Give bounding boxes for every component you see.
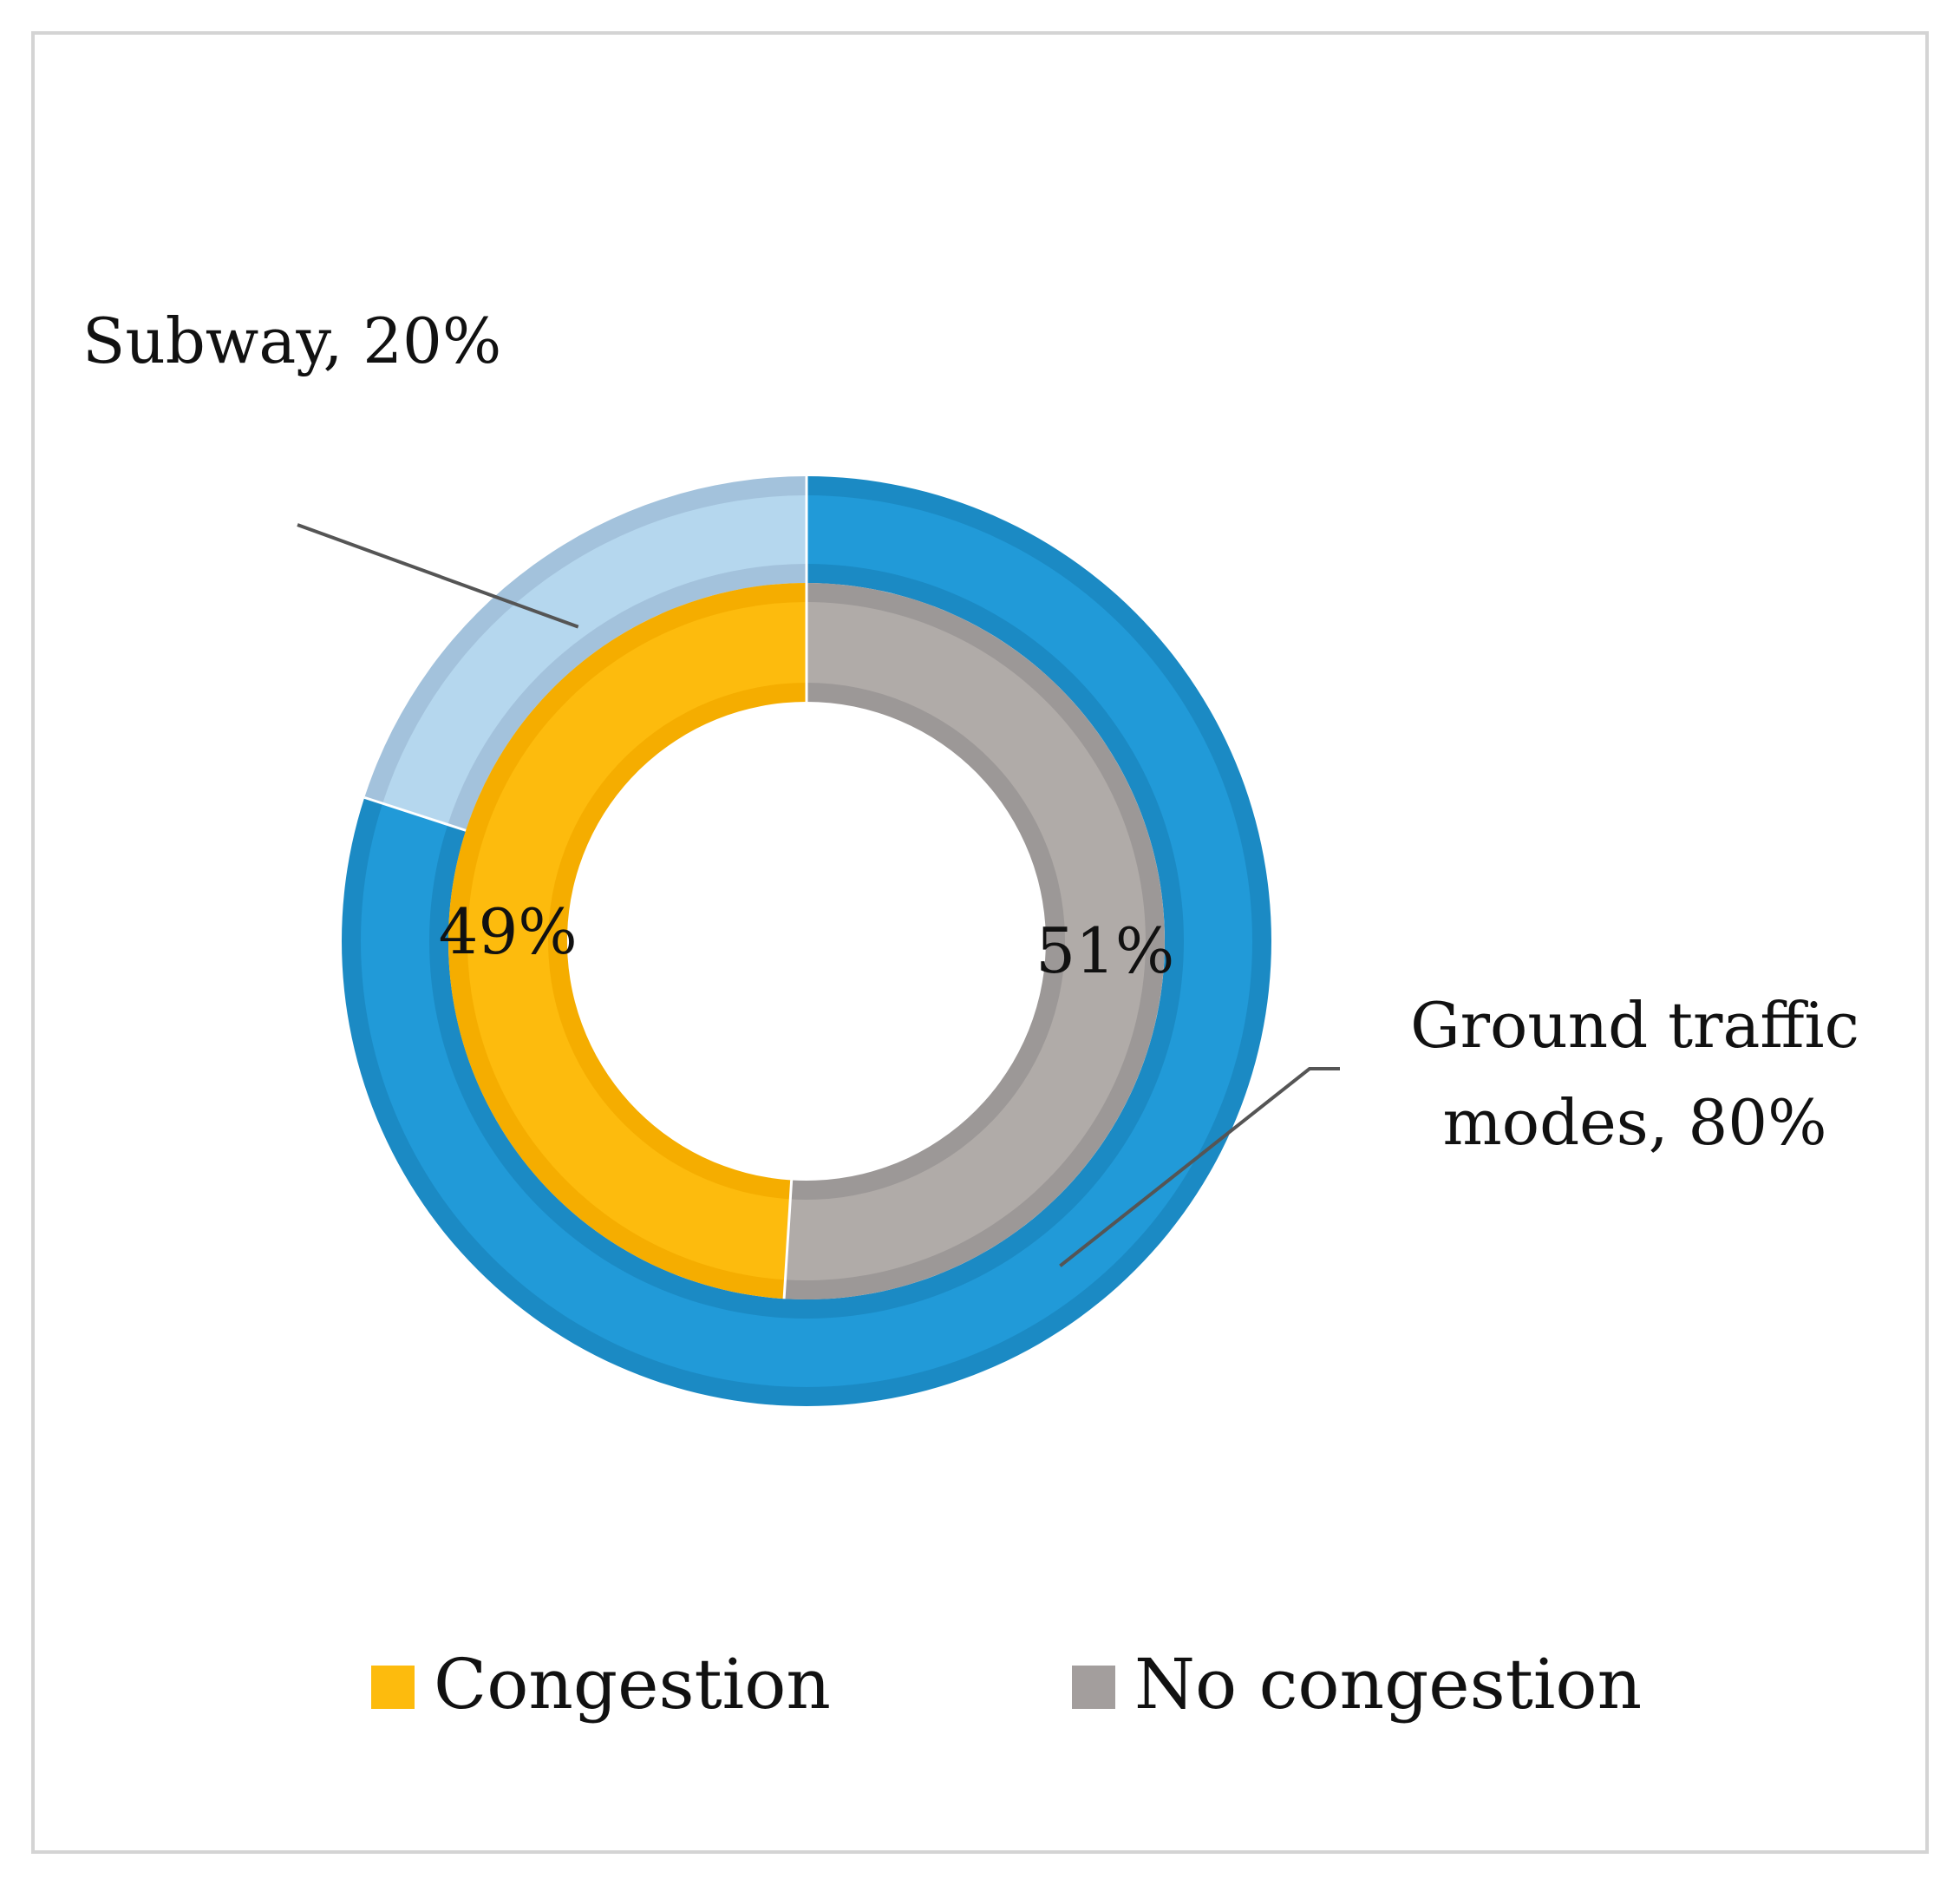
leader-line-subway xyxy=(297,523,579,629)
outer-separator xyxy=(363,795,467,832)
inner-slice-no-congestion xyxy=(784,583,1165,1299)
inner-separator xyxy=(782,1180,794,1299)
legend-swatch xyxy=(1072,1666,1115,1709)
legend: Congestion No congestion xyxy=(371,1644,1642,1725)
outer-slice-subway xyxy=(364,476,807,831)
legend-label: No congestion xyxy=(1134,1644,1642,1725)
legend-item-no-congestion: No congestion xyxy=(1072,1644,1642,1725)
outer-ring xyxy=(341,476,1271,1406)
pct-label-congestion: 49% xyxy=(439,895,578,968)
callout-label-ground-traffic-modes: Ground traffic modes, 80% xyxy=(1410,989,1859,1159)
leader-lines xyxy=(297,523,1340,1267)
inner-ring xyxy=(448,583,1165,1299)
inner-slice-congestion xyxy=(448,583,807,1299)
pct-label-no-congestion: 51% xyxy=(1036,914,1174,987)
callout-label-subway: Subway, 20% xyxy=(82,304,501,377)
legend-item-congestion: Congestion xyxy=(371,1644,831,1725)
legend-swatch xyxy=(371,1666,415,1709)
data-labels: 49% 51% Subway, 20% Ground traffic modes, 80… xyxy=(82,304,1859,1159)
legend-label: Congestion xyxy=(434,1644,831,1725)
leader-line-ground-traffic-modes xyxy=(1059,1067,1340,1267)
